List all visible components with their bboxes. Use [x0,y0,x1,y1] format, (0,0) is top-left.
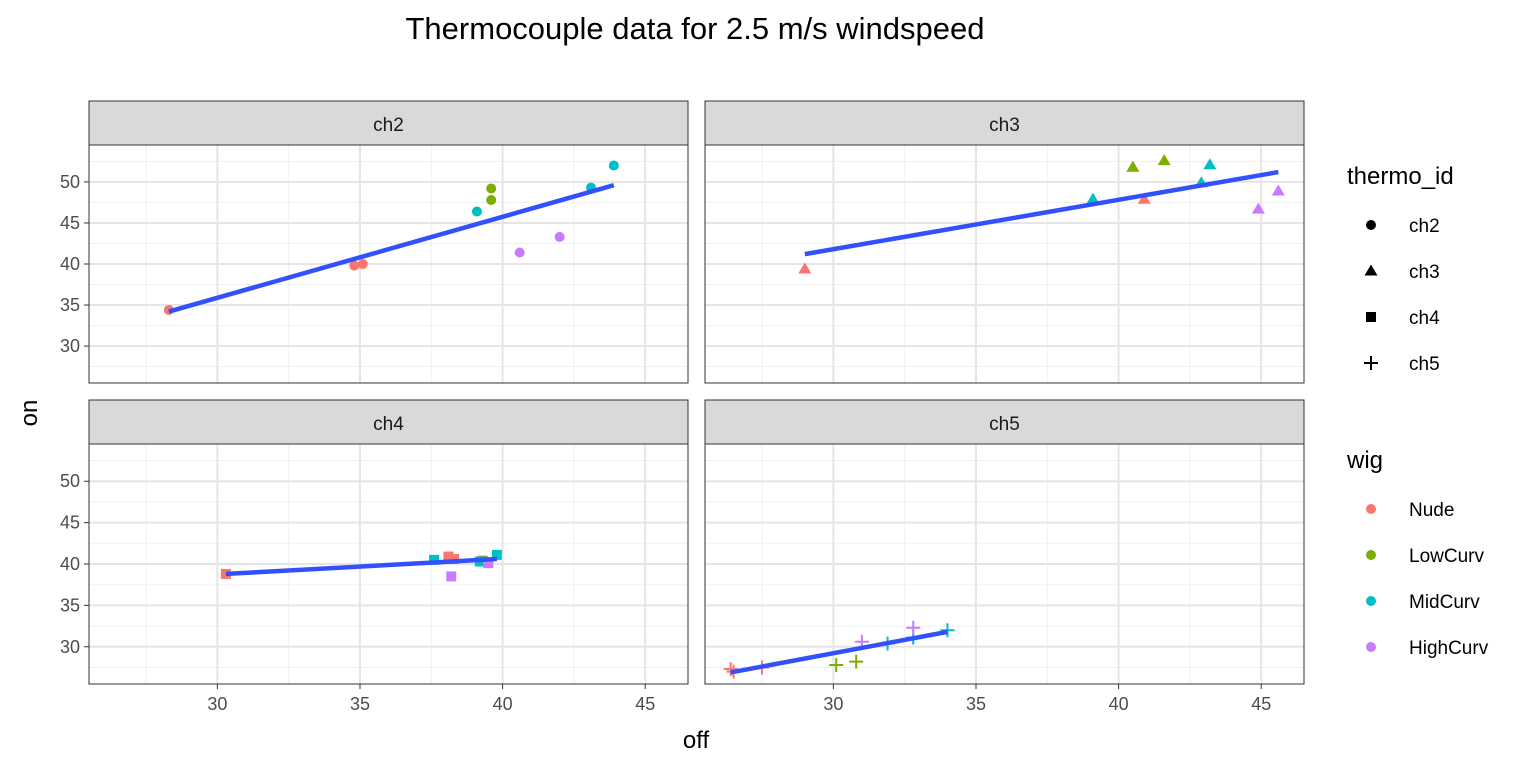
strip-label-ch3: ch3 [989,115,1020,136]
y-tick-label: 50 [60,471,80,491]
y-tick-label: 40 [60,554,80,574]
gridlines [705,444,1304,684]
strip-ch3 [704,100,1305,146]
legend-label-LowCurv: LowCurv [1409,546,1484,567]
panel-ch5: ch5 30 35 40 45 [704,399,1305,714]
legend-label-Nude: Nude [1409,500,1454,521]
strip-label-ch5: ch5 [989,414,1020,435]
strip-ch2 [88,100,689,146]
data-point-ch3 [1137,192,1151,204]
gridlines [89,444,688,684]
legend-key-ch4 [1366,312,1376,322]
data-point-ch5 [829,657,844,672]
y-tick-label: 40 [60,254,80,274]
x-tick-label: 35 [966,694,986,714]
legend-wig-title: wig [1346,447,1383,474]
fit-line-ch4 [225,556,498,577]
legend-key-MidCurv [1366,596,1376,606]
data-point-ch2 [486,194,497,205]
fit-line-ch2 [168,183,615,314]
strip-ch5 [704,399,1305,445]
x-axis-label: off [683,727,710,754]
data-point-ch3 [798,262,812,274]
legend-key-ch3 [1364,264,1378,276]
x-tick-label: 30 [207,694,227,714]
legend-label-HighCurv: HighCurv [1409,638,1489,659]
y-tick-label: 35 [60,595,80,615]
data-point-ch2 [357,259,368,269]
data-point-ch2 [471,206,482,217]
data-point-ch3 [1203,158,1217,170]
legend-key-ch2 [1366,220,1376,230]
legend-label-ch2: ch2 [1409,216,1440,237]
panel-border [704,144,1305,384]
x-tick-label: 45 [635,694,655,714]
data-point-ch3 [1126,160,1140,172]
fit-line-ch3 [804,169,1279,257]
y-tick-label: 45 [60,213,80,233]
y-tick-label: 35 [60,295,80,315]
gridlines [89,145,688,383]
data-point-ch5 [940,623,955,638]
y-tick-label: 50 [60,172,80,192]
panel-ch2: ch2 30 35 40 45 50 [60,100,689,384]
data-point-ch4 [443,551,454,562]
x-tick-label: 40 [493,694,513,714]
strip-label-ch4: ch4 [373,414,404,435]
data-point-ch5 [849,654,864,669]
data-point-ch2 [554,231,565,242]
y-axis-label: on [16,400,43,427]
data-point-ch3 [1086,192,1100,204]
data-point-ch2 [514,247,525,258]
legend-label-ch5: ch5 [1409,354,1440,375]
legend-thermo-id: thermo_id ch2 ch3 ch4 ch5 [1347,163,1454,375]
data-point-ch4 [483,558,494,569]
y-tick-label: 30 [60,637,80,657]
data-point-ch4 [446,571,457,582]
data-point-ch4 [449,554,460,565]
legend-key-Nude [1366,504,1376,514]
panel-ch4: ch4 30 35 40 45 50 30 35 40 45 [60,399,689,714]
data-point-ch3 [1271,184,1285,196]
data-point-ch2 [608,160,619,171]
legend-key-LowCurv [1366,550,1376,560]
y-tick-label: 45 [60,513,80,533]
legend-thermo-id-title: thermo_id [1347,163,1454,190]
x-tick-label: 30 [823,694,843,714]
fit-line-ch5 [730,629,948,675]
panel-border [704,443,1305,685]
chart-title: Thermocouple data for 2.5 m/s windspeed [406,11,985,46]
data-point-ch5 [906,620,921,635]
data-point-ch2 [349,260,360,271]
data-point-ch3 [1251,202,1265,214]
legend-wig: wig Nude LowCurv MidCurv HighCurv [1346,447,1489,659]
data-point-ch2 [486,183,497,194]
x-tick-label: 35 [350,694,370,714]
strip-label-ch2: ch2 [373,115,404,136]
x-tick-label: 40 [1109,694,1129,714]
legend-label-ch4: ch4 [1409,308,1440,329]
legend-label-ch3: ch3 [1409,262,1440,283]
data-point-ch3 [1157,154,1171,166]
legend-label-MidCurv: MidCurv [1409,592,1480,613]
legend-key-ch5 [1364,356,1378,370]
x-tick-label: 45 [1251,694,1271,714]
panel-ch3: ch3 [704,100,1305,384]
y-tick-label: 30 [60,336,80,356]
data-point-ch4 [429,554,440,565]
data-point-ch5 [723,662,738,677]
strip-ch4 [88,399,689,445]
data-point-ch4 [491,549,502,560]
legend-key-HighCurv [1366,642,1376,652]
